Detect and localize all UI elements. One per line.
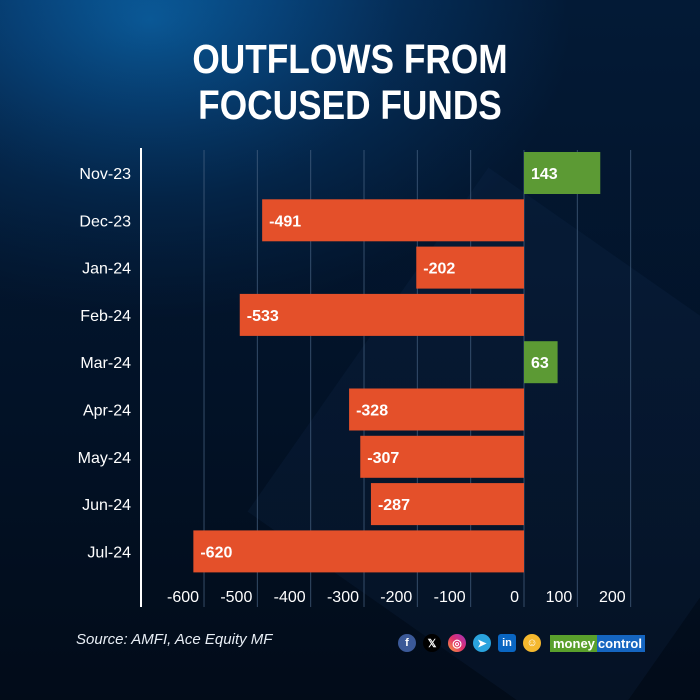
category-label: Jul-24 [87, 544, 131, 561]
category-label: Mar-24 [80, 355, 131, 372]
data-label: 143 [531, 166, 558, 183]
x-tick-label: -200 [380, 589, 412, 606]
category-labels: Nov-23 Dec-23 Jan-24 Feb-24 Mar-24 Apr-24 May-… [78, 166, 131, 561]
brand-part-2: control [596, 634, 645, 652]
chart-title: OUTFLOWS FROM FOCUSED FUNDS [49, 36, 651, 128]
category-label: Nov-23 [79, 166, 131, 183]
x-tick-label: 100 [546, 589, 573, 606]
x-icon[interactable]: 𝕏 [423, 634, 441, 652]
data-label: -533 [247, 308, 279, 325]
category-label: Apr-24 [83, 403, 131, 420]
bar [524, 341, 558, 384]
bar [239, 293, 524, 336]
category-label: Jan-24 [82, 261, 131, 278]
category-label: Feb-24 [80, 308, 131, 325]
bars: 143 -491 -202 -533 63 -328 -307 -287 -620 [193, 152, 601, 573]
bar [262, 199, 524, 242]
facebook-icon[interactable]: f [398, 634, 416, 652]
bar [524, 152, 601, 194]
title-line-2: FOCUSED FUNDS [198, 82, 502, 128]
bar [370, 483, 524, 526]
instagram-icon[interactable]: ◎ [448, 634, 466, 652]
linkedin-icon[interactable]: in [498, 634, 516, 652]
social-bar: f 𝕏 ◎ ➤ in ☺ money control [398, 633, 645, 653]
data-label: -307 [367, 450, 399, 467]
bar [193, 530, 524, 573]
data-label: -328 [356, 403, 388, 420]
x-tick-label: 0 [510, 589, 519, 606]
source-note: Source: AMFI, Ace Equity MF [76, 631, 273, 648]
bar [416, 246, 524, 289]
snapchat-icon[interactable]: ☺ [523, 634, 541, 652]
data-label: -202 [423, 261, 455, 278]
x-tick-labels: -600 -500 -400 -300 -200 -100 0 100 200 [167, 589, 626, 606]
title-line-1: OUTFLOWS FROM [192, 36, 508, 82]
telegram-icon[interactable]: ➤ [473, 634, 491, 652]
x-tick-label: -500 [220, 589, 252, 606]
x-tick-label: -100 [434, 589, 466, 606]
bar [349, 388, 524, 431]
x-tick-label: -300 [327, 589, 359, 606]
x-tick-label: 200 [599, 589, 626, 606]
bar [360, 435, 524, 478]
category-label: May-24 [78, 450, 131, 467]
data-label: -287 [378, 497, 410, 514]
x-tick-label: -400 [274, 589, 306, 606]
category-label: Jun-24 [82, 497, 131, 514]
x-tick-label: -600 [167, 589, 199, 606]
data-label: -491 [269, 213, 301, 230]
brand-part-1: money [550, 634, 597, 652]
category-label: Dec-23 [79, 213, 131, 230]
data-label: -620 [200, 544, 232, 561]
moneycontrol-logo[interactable]: money control [550, 634, 645, 652]
data-label: 63 [531, 355, 549, 372]
